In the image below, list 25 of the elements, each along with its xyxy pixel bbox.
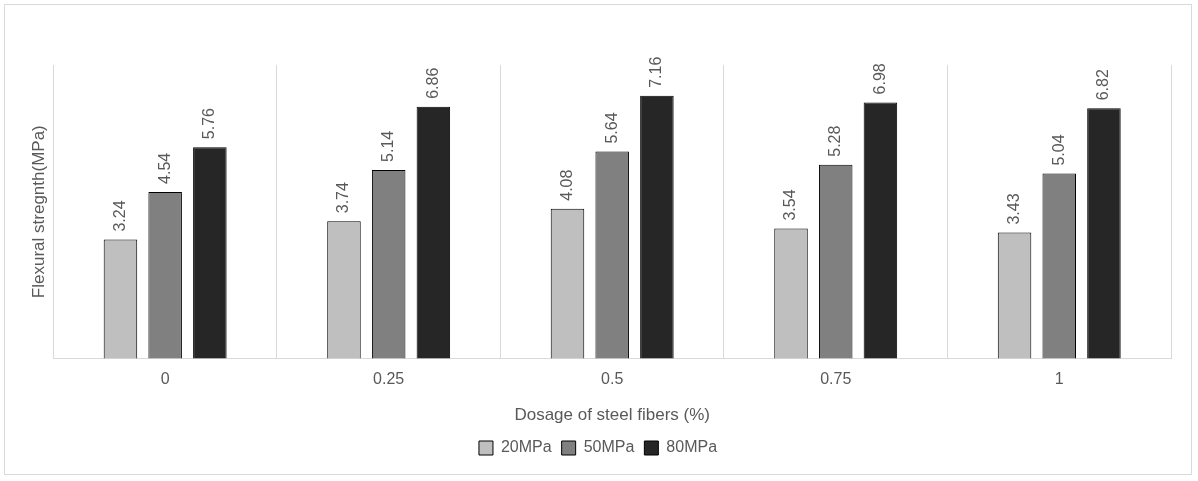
data-label: 5.04 <box>1049 134 1067 166</box>
data-label: 3.43 <box>1004 193 1022 225</box>
y-axis-title: Flexural stregnth(MPa) <box>28 125 48 299</box>
data-label: 4.54 <box>155 152 173 184</box>
data-label: 4.08 <box>557 169 575 201</box>
x-tick-label: 0.5 <box>601 370 624 388</box>
legend-label: 20MPa <box>500 438 552 456</box>
legend-label: 50MPa <box>583 438 635 456</box>
data-label: 5.14 <box>379 130 397 162</box>
data-label: 3.24 <box>110 200 128 232</box>
data-label: 3.54 <box>781 189 799 221</box>
x-axis-title: Dosage of steel fibers (%) <box>514 405 710 425</box>
data-label: 6.86 <box>423 67 441 99</box>
x-tick-label: 0.25 <box>373 370 405 388</box>
data-label: 6.82 <box>1094 69 1112 101</box>
x-tick-label: 0.75 <box>820 370 852 388</box>
data-label: 5.28 <box>826 125 844 157</box>
data-label: 3.74 <box>334 181 352 214</box>
x-tick-label: 1 <box>1054 370 1064 388</box>
data-label: 5.64 <box>602 112 620 144</box>
x-tick-label: 0 <box>160 370 170 388</box>
data-label: 7.16 <box>647 56 665 88</box>
data-label: 5.76 <box>200 107 218 140</box>
data-label: 6.98 <box>870 63 888 95</box>
legend-label: 80MPa <box>666 438 718 456</box>
